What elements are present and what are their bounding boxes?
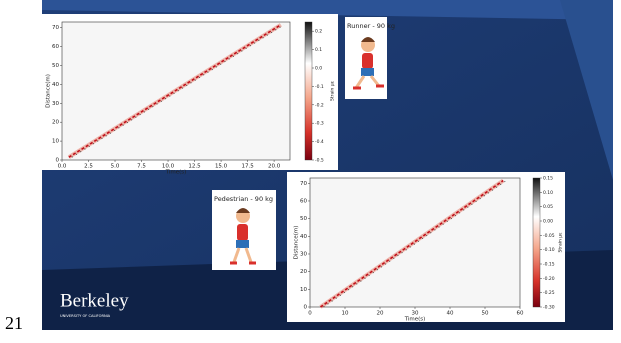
y-tick-label: 20 (52, 120, 59, 126)
colorbar-tick-label: 0.15 (543, 176, 553, 182)
colorbar (304, 21, 313, 161)
slide-number: 21 (5, 313, 23, 333)
streak (323, 180, 507, 308)
y-tick-label: 30 (300, 251, 307, 257)
x-tick-label: 0 (308, 311, 312, 317)
x-tick-label: 2.5 (84, 164, 93, 170)
colorbar-tick-label: -0.30 (543, 305, 555, 311)
colorbar-tick-label: -0.10 (543, 247, 555, 253)
x-tick-label: 60 (517, 311, 524, 317)
colorbar-tick-label: -0.05 (543, 233, 555, 239)
colorbar-tick-label: -0.1 (315, 84, 324, 90)
pedestrian-card: Pedestrian - 90 kg (212, 190, 276, 270)
colorbar-tick-label: -0.4 (315, 139, 324, 145)
colorbar-tick-label: -0.15 (543, 262, 555, 268)
y-tick-label: 60 (300, 198, 307, 204)
y-tick-label: 30 (52, 101, 59, 107)
y-tick-label: 60 (52, 44, 59, 50)
y-tick-label: 10 (300, 287, 307, 293)
y-tick-label: 20 (300, 269, 307, 275)
band (560, 0, 613, 180)
colorbar-label: Strain με (558, 232, 564, 253)
logo: Berkeley (60, 290, 129, 311)
y-axis-label: Distance(m) (46, 74, 52, 108)
y-tick-label: 40 (300, 234, 307, 240)
band (42, 0, 613, 20)
y-tick-label: 0 (56, 158, 60, 164)
colorbar-tick-label: 0.2 (315, 29, 322, 35)
y-tick-label: 40 (52, 82, 59, 88)
x-tick-label: 5.0 (111, 164, 120, 170)
x-tick-label: 0.0 (58, 164, 67, 170)
x-tick-label: 20 (377, 311, 384, 317)
logo-subtitle: UNIVERSITY OF CALIFORNIA (60, 314, 111, 318)
x-tick-label: 10.0 (162, 164, 175, 170)
card-title: Pedestrian - 90 kg (214, 195, 273, 203)
x-tick-label: 30 (412, 311, 419, 317)
colorbar (532, 177, 541, 308)
x-tick-label: 17.5 (241, 164, 254, 170)
colorbar-tick-label: -0.25 (543, 290, 555, 296)
x-axis-label: Time(s) (165, 170, 187, 176)
x-tick-label: 15.0 (215, 164, 228, 170)
y-tick-label: 10 (52, 139, 59, 145)
x-tick-label: 12.5 (188, 164, 201, 170)
y-tick-label: 70 (300, 181, 307, 187)
x-tick-label: 7.5 (137, 164, 146, 170)
y-tick-label: 50 (300, 216, 307, 222)
colorbar-tick-label: -0.5 (315, 158, 324, 164)
y-axis-label: Distance(m) (294, 226, 300, 260)
colorbar-tick-label: 0.0 (315, 66, 322, 72)
streak (320, 179, 504, 308)
colorbar-tick-label: 0.05 (543, 204, 553, 210)
x-axis-label: Time(s) (404, 317, 426, 323)
y-tick-label: 0 (304, 305, 308, 311)
x-tick-label: 20.0 (268, 164, 281, 170)
streak (68, 24, 282, 158)
colorbar-tick-label: 0.10 (543, 190, 553, 196)
card-title: Runner - 90 kg (347, 22, 395, 30)
x-tick-label: 10 (342, 311, 349, 317)
y-tick-label: 70 (52, 25, 59, 31)
colorbar-label: Strain με (330, 80, 336, 101)
colorbar-tick-label: 0.1 (315, 47, 322, 53)
x-tick-label: 50 (482, 311, 489, 317)
x-tick-label: 40 (447, 311, 454, 317)
colorbar-tick-label: -0.3 (315, 121, 324, 127)
colorbar-tick-label: -0.20 (543, 276, 555, 282)
y-tick-label: 50 (52, 63, 59, 69)
runner-card: Runner - 90 kg (345, 17, 395, 99)
colorbar-tick-label: 0.00 (543, 219, 553, 225)
streak (71, 24, 285, 158)
colorbar-tick-label: -0.2 (315, 102, 324, 108)
